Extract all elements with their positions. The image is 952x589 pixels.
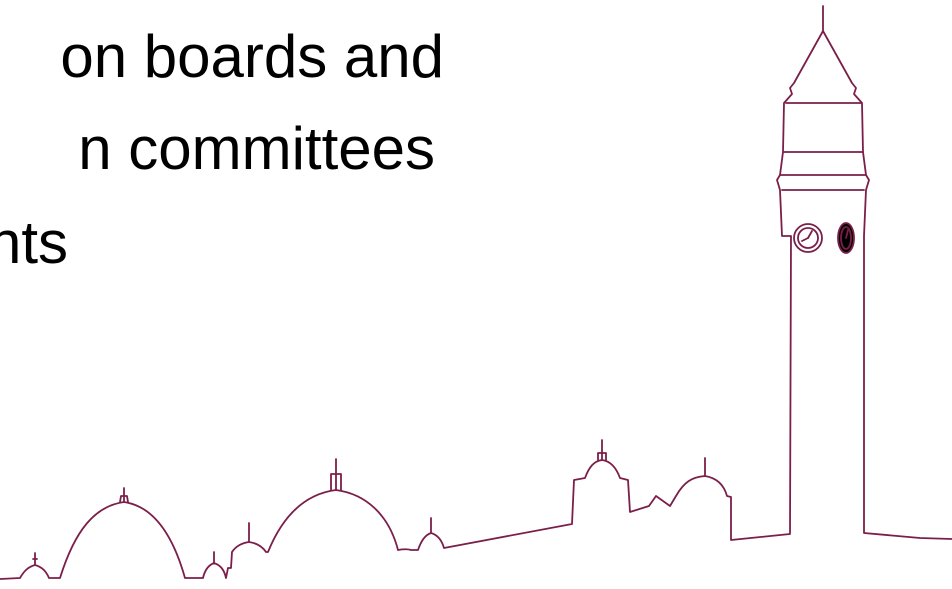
- bullet-text-line-1: on boards and: [60, 23, 444, 90]
- bullet-text-line-3: nts: [0, 209, 68, 276]
- clock-face-icon: [793, 223, 823, 253]
- bullet-text-line-2: n committees: [78, 115, 435, 182]
- tower-belfry-lines: [779, 151, 867, 191]
- clock-face-icon-side: [837, 222, 855, 254]
- skyline-outline-path: [0, 30, 952, 580]
